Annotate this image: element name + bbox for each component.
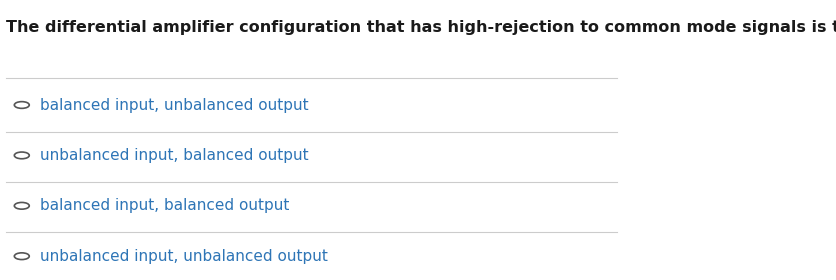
Text: unbalanced input, unbalanced output: unbalanced input, unbalanced output bbox=[40, 249, 328, 264]
Text: The differential amplifier configuration that has high-rejection to common mode : The differential amplifier configuration… bbox=[6, 20, 836, 35]
Text: balanced input, unbalanced output: balanced input, unbalanced output bbox=[40, 97, 308, 113]
Text: unbalanced input, balanced output: unbalanced input, balanced output bbox=[40, 148, 308, 163]
Text: balanced input, balanced output: balanced input, balanced output bbox=[40, 198, 289, 213]
